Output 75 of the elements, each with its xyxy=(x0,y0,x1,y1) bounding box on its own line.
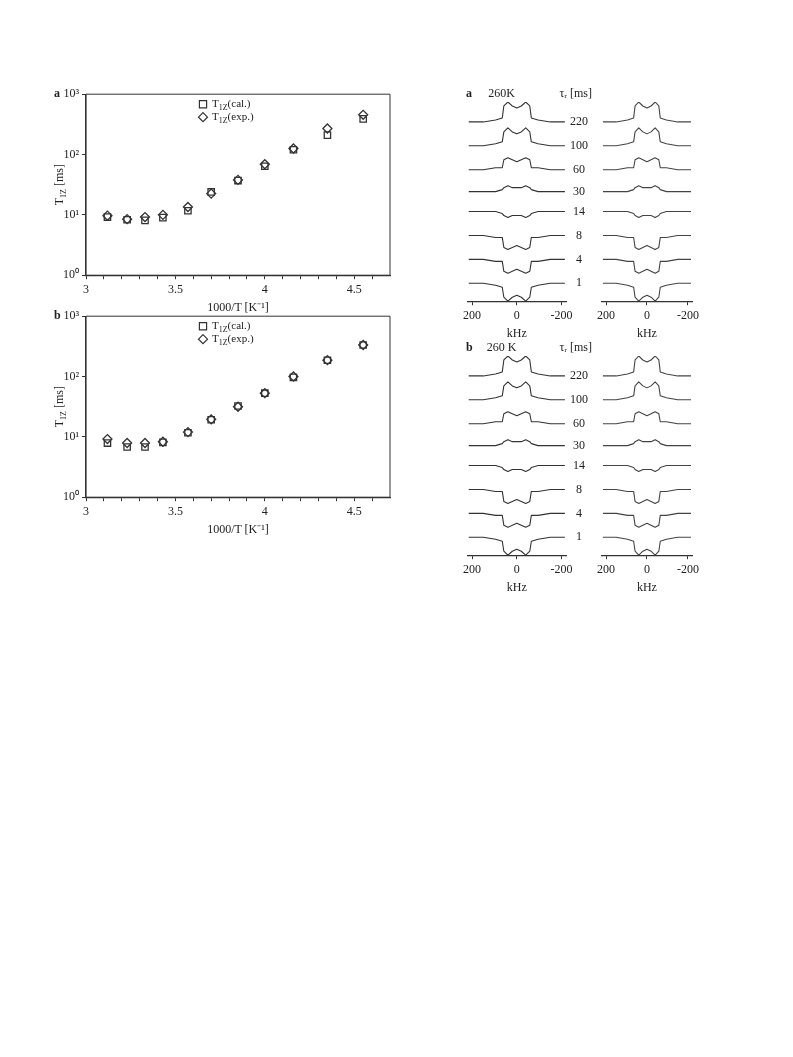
series-label: 8 xyxy=(575,481,582,496)
series-label: 30 xyxy=(572,183,585,198)
series-label: 220 xyxy=(569,114,588,129)
point xyxy=(322,123,333,134)
x-tick-label: -200 xyxy=(676,307,699,322)
point xyxy=(184,206,192,215)
point xyxy=(359,115,368,123)
chart-title: a xyxy=(466,86,472,101)
chart-title: b xyxy=(54,308,61,323)
x-axis-title: 1000/T [K⁻¹] xyxy=(207,521,269,536)
point xyxy=(159,213,167,222)
x-axis-title: kHz xyxy=(636,579,657,594)
series-label: 60 xyxy=(572,161,585,176)
y-axis-title: T1Z [ms] xyxy=(52,164,68,206)
x-tick-label: 0 xyxy=(513,561,520,576)
y-tick-label: 10¹ xyxy=(63,207,80,222)
x-tick-label: 0 xyxy=(643,307,650,322)
point xyxy=(102,433,113,445)
series-label: 4 xyxy=(575,251,582,266)
series-label: 8 xyxy=(575,227,582,242)
y-tick-label: 10³ xyxy=(63,308,80,323)
y-tick-label: 10⁰ xyxy=(63,489,79,504)
series-label: 14 xyxy=(572,203,585,218)
chart-title: b xyxy=(466,340,473,355)
x-axis-title: 1000/T [K⁻¹] xyxy=(207,299,269,314)
point xyxy=(103,439,112,447)
x-tick-label: 0 xyxy=(513,307,520,322)
x-tick-label: 3 xyxy=(83,503,89,518)
x-tick-label: 3.5 xyxy=(167,281,183,296)
x-axis-title: kHz xyxy=(506,325,527,340)
point xyxy=(121,437,133,449)
x-tick-label: 200 xyxy=(597,561,615,576)
x-tick-label: -200 xyxy=(550,307,573,322)
series-label: 14 xyxy=(572,457,585,472)
x-tick-label: 200 xyxy=(463,307,482,322)
x-tick-label: 0 xyxy=(643,561,650,576)
y-tick-label: 10¹ xyxy=(63,429,80,444)
y-tick-label: 10³ xyxy=(63,86,80,101)
series-label: 60 xyxy=(572,415,585,430)
point xyxy=(139,437,151,449)
text: τᵣ [ms] xyxy=(559,86,593,101)
series-label: 100 xyxy=(569,391,588,406)
x-tick-label: 4.5 xyxy=(346,281,362,296)
x-axis-title: kHz xyxy=(636,325,657,340)
point xyxy=(157,209,169,221)
point xyxy=(358,109,369,120)
y-tick-label: 10² xyxy=(63,146,80,161)
y-tick-label: 10⁰ xyxy=(63,267,79,282)
x-tick-label: -200 xyxy=(550,561,573,576)
point xyxy=(123,443,131,451)
point xyxy=(141,216,149,225)
point xyxy=(182,201,194,213)
x-tick-label: 3.5 xyxy=(167,503,183,518)
point xyxy=(141,443,149,451)
text: τᵣ [ms] xyxy=(559,340,593,355)
x-tick-label: 200 xyxy=(463,561,482,576)
x-tick-label: 200 xyxy=(597,307,615,322)
text: 260K xyxy=(488,86,516,101)
series-label: 1 xyxy=(575,529,582,544)
x-tick-label: 4.5 xyxy=(346,503,362,518)
series-label: 100 xyxy=(569,137,588,152)
series-label: 30 xyxy=(572,437,585,452)
x-tick-label: 3 xyxy=(83,281,89,296)
x-axis-title: kHz xyxy=(506,579,527,594)
x-tick-label: -200 xyxy=(676,561,699,576)
y-axis-title: T1Z [ms] xyxy=(52,386,68,428)
point xyxy=(139,211,151,223)
x-tick-label: 4 xyxy=(261,503,268,518)
chart-title: a xyxy=(54,86,60,101)
y-tick-label: 10² xyxy=(63,368,80,383)
text: 260 K xyxy=(486,340,517,355)
point xyxy=(323,131,332,139)
series-label: 220 xyxy=(569,368,588,383)
series-label: 1 xyxy=(575,275,582,290)
x-tick-label: 4 xyxy=(261,281,268,296)
